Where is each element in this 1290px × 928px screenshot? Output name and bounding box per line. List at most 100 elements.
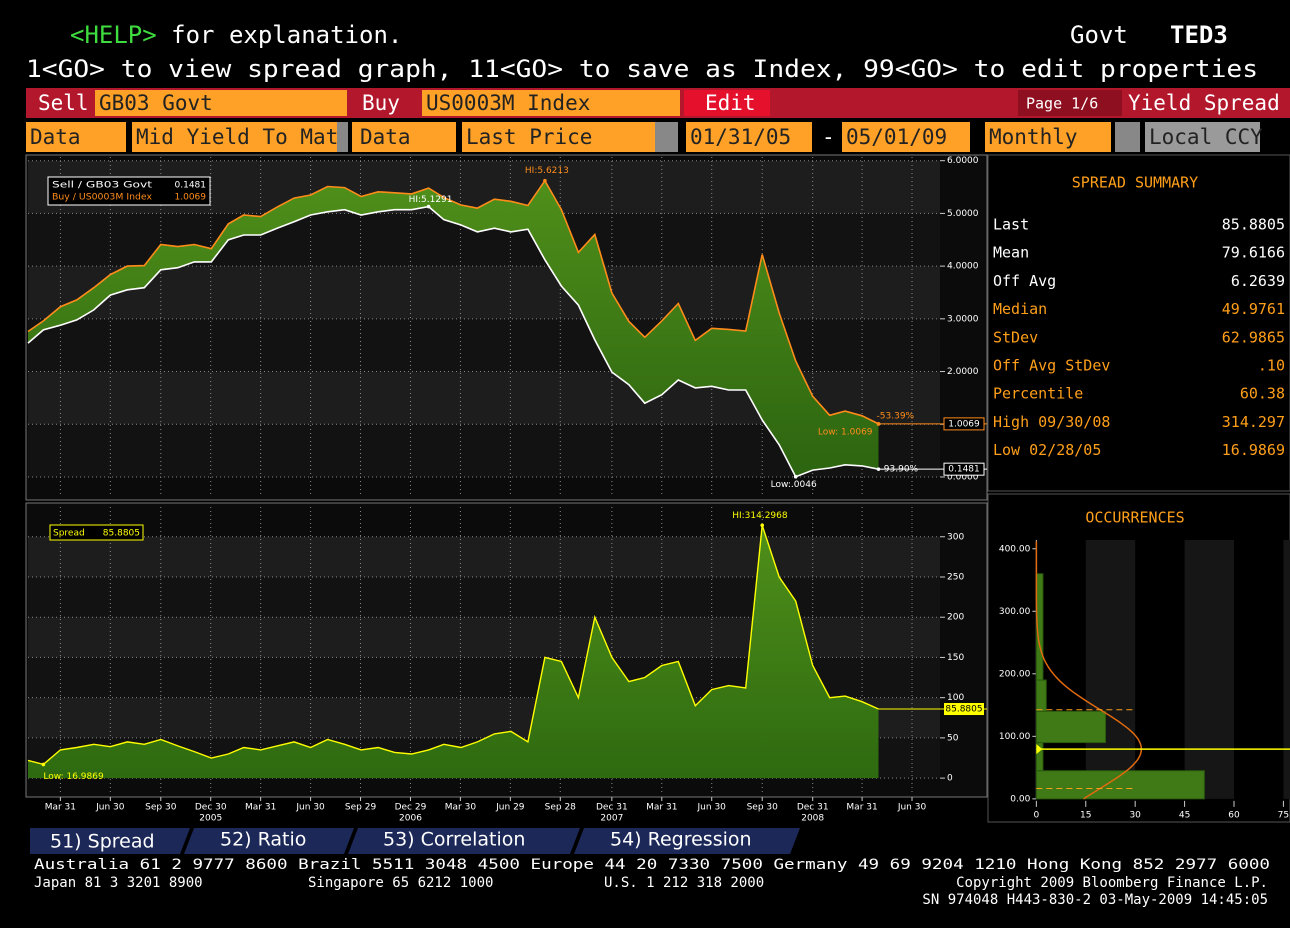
y-tick-label: 200.00 (999, 669, 1031, 679)
footer-serial: SN 974048 H443-830-2 03-May-2009 14:45:0… (922, 892, 1268, 908)
x-tick-label: Mar 31 (646, 803, 677, 813)
data-field[interactable] (462, 122, 655, 152)
summary-panel (987, 154, 1290, 492)
field-gap (1115, 122, 1140, 152)
start-date-field[interactable] (686, 122, 812, 152)
summary-label: Percentile (993, 385, 1083, 403)
last-value-label: 0.1481 (948, 465, 980, 475)
mean-marker (1036, 744, 1043, 755)
annotation-point (426, 204, 431, 209)
start-date[interactable]: 01/31/05 (690, 125, 791, 149)
summary-label: High 09/30/08 (993, 413, 1110, 431)
year-label: 2008 (801, 814, 824, 824)
annotation-point (793, 474, 798, 479)
summary-label: StDev (993, 328, 1038, 346)
x-tick-label: Mar 30 (445, 803, 477, 813)
buy-value[interactable]: US0003M Index (426, 91, 590, 115)
annotation-point (543, 178, 547, 183)
y-tick-label: 3.0000 (947, 314, 979, 324)
footer-japan: Japan 81 3 3201 8900 (34, 875, 203, 891)
legend-name: Spread (53, 529, 85, 539)
x-tick-label: Jun 30 (95, 803, 125, 813)
series-line (27, 179, 879, 425)
summary-value: 49.9761 (1222, 300, 1285, 318)
summary-label: Median (993, 300, 1047, 318)
summary-label: Mean (993, 244, 1029, 262)
data-field[interactable] (132, 122, 337, 152)
function-code: TED3 (1170, 21, 1228, 49)
histogram-bar (1035, 573, 1044, 681)
tab-label[interactable]: 52) Ratio (220, 829, 306, 851)
tab[interactable] (184, 828, 354, 854)
x-tick-label: Sep 29 (345, 803, 377, 813)
view-name: Yield Spread (1128, 91, 1280, 115)
legend-box (49, 524, 144, 541)
x-tick-label: Sep 30 (747, 803, 779, 813)
annotation-point (876, 422, 881, 426)
x-tick-label: 60 (1228, 811, 1240, 821)
spread-fill (28, 180, 879, 477)
summary-value: .10 (1258, 357, 1285, 375)
annotation: Low:.0046 (771, 480, 817, 490)
summary-value: 314.297 (1222, 413, 1285, 431)
y-tick-label: 0.00 (1010, 794, 1030, 804)
summary-label: Off Avg (993, 272, 1056, 290)
tab-label[interactable]: 51) Spread (50, 831, 155, 853)
y-tick-label: 100.00 (999, 732, 1031, 742)
help-key: <HELP> (70, 21, 157, 49)
annotation: -93.90% (881, 465, 919, 475)
instructions: 1<GO> to view spread graph, 11<GO> to sa… (26, 55, 1258, 83)
data-value[interactable]: Last Price (466, 125, 592, 149)
band (28, 266, 940, 319)
legend-box (47, 176, 211, 206)
footer-singapore: Singapore 65 6212 1000 (308, 875, 493, 891)
series-line (27, 205, 879, 478)
buy-field[interactable] (422, 90, 680, 116)
help-text: for explanation. (157, 21, 403, 49)
x-tick-label: Mar 31 (45, 803, 76, 813)
x-tick-label: Mar 31 (245, 803, 276, 813)
currency-field[interactable] (1145, 122, 1260, 152)
x-tick-label: Jun 29 (495, 803, 525, 813)
market: Govt (1070, 21, 1128, 49)
annotation: -53.39% (877, 411, 915, 421)
year-label: 2005 (199, 814, 222, 824)
tab-label[interactable]: 54) Regression (610, 829, 752, 851)
x-tick-label: Jun 30 (697, 803, 727, 813)
band (1085, 540, 1136, 799)
legend-value: 1.0069 (175, 193, 207, 203)
data-value[interactable]: Mid Yield To Mat (136, 125, 338, 149)
annotation: HI:5.1291 (409, 195, 453, 205)
date-separator: - (822, 125, 835, 149)
tab[interactable] (30, 828, 190, 854)
tab[interactable] (574, 828, 800, 854)
summary-title: SPREAD SUMMARY (1072, 174, 1198, 192)
legend-value: 0.1481 (175, 181, 207, 191)
end-date[interactable]: 05/01/09 (846, 125, 947, 149)
end-date-field[interactable] (842, 122, 970, 152)
y-tick-label: 300.00 (999, 607, 1031, 617)
tab[interactable] (348, 828, 580, 854)
legend-name: Buy / US0003M Index (52, 193, 153, 203)
currency[interactable]: Local CCY (1149, 125, 1263, 149)
field-gap (655, 122, 678, 152)
band (1184, 540, 1234, 799)
x-tick-label: Dec 31 (797, 803, 829, 813)
year-label: 2006 (399, 814, 422, 824)
y-tick-label: 50 (947, 733, 959, 743)
sell-value[interactable]: GB03 Govt (99, 91, 213, 115)
tab-label[interactable]: 53) Correlation (383, 829, 525, 851)
x-tick-label: 45 (1179, 811, 1190, 821)
y-tick-label: 5.0000 (947, 209, 979, 219)
x-tick-label: Dec 31 (596, 803, 628, 813)
sell-field[interactable] (95, 90, 347, 116)
x-tick-label: Dec 29 (395, 803, 427, 813)
last-value-label: 85.8805 (945, 705, 982, 715)
edit-button[interactable] (684, 90, 770, 116)
frequency-field[interactable] (985, 122, 1111, 152)
frequency[interactable]: Monthly (989, 125, 1078, 149)
page-cell (1018, 90, 1122, 116)
sell-label: Sell (38, 91, 89, 115)
edit-label[interactable]: Edit (705, 91, 756, 115)
